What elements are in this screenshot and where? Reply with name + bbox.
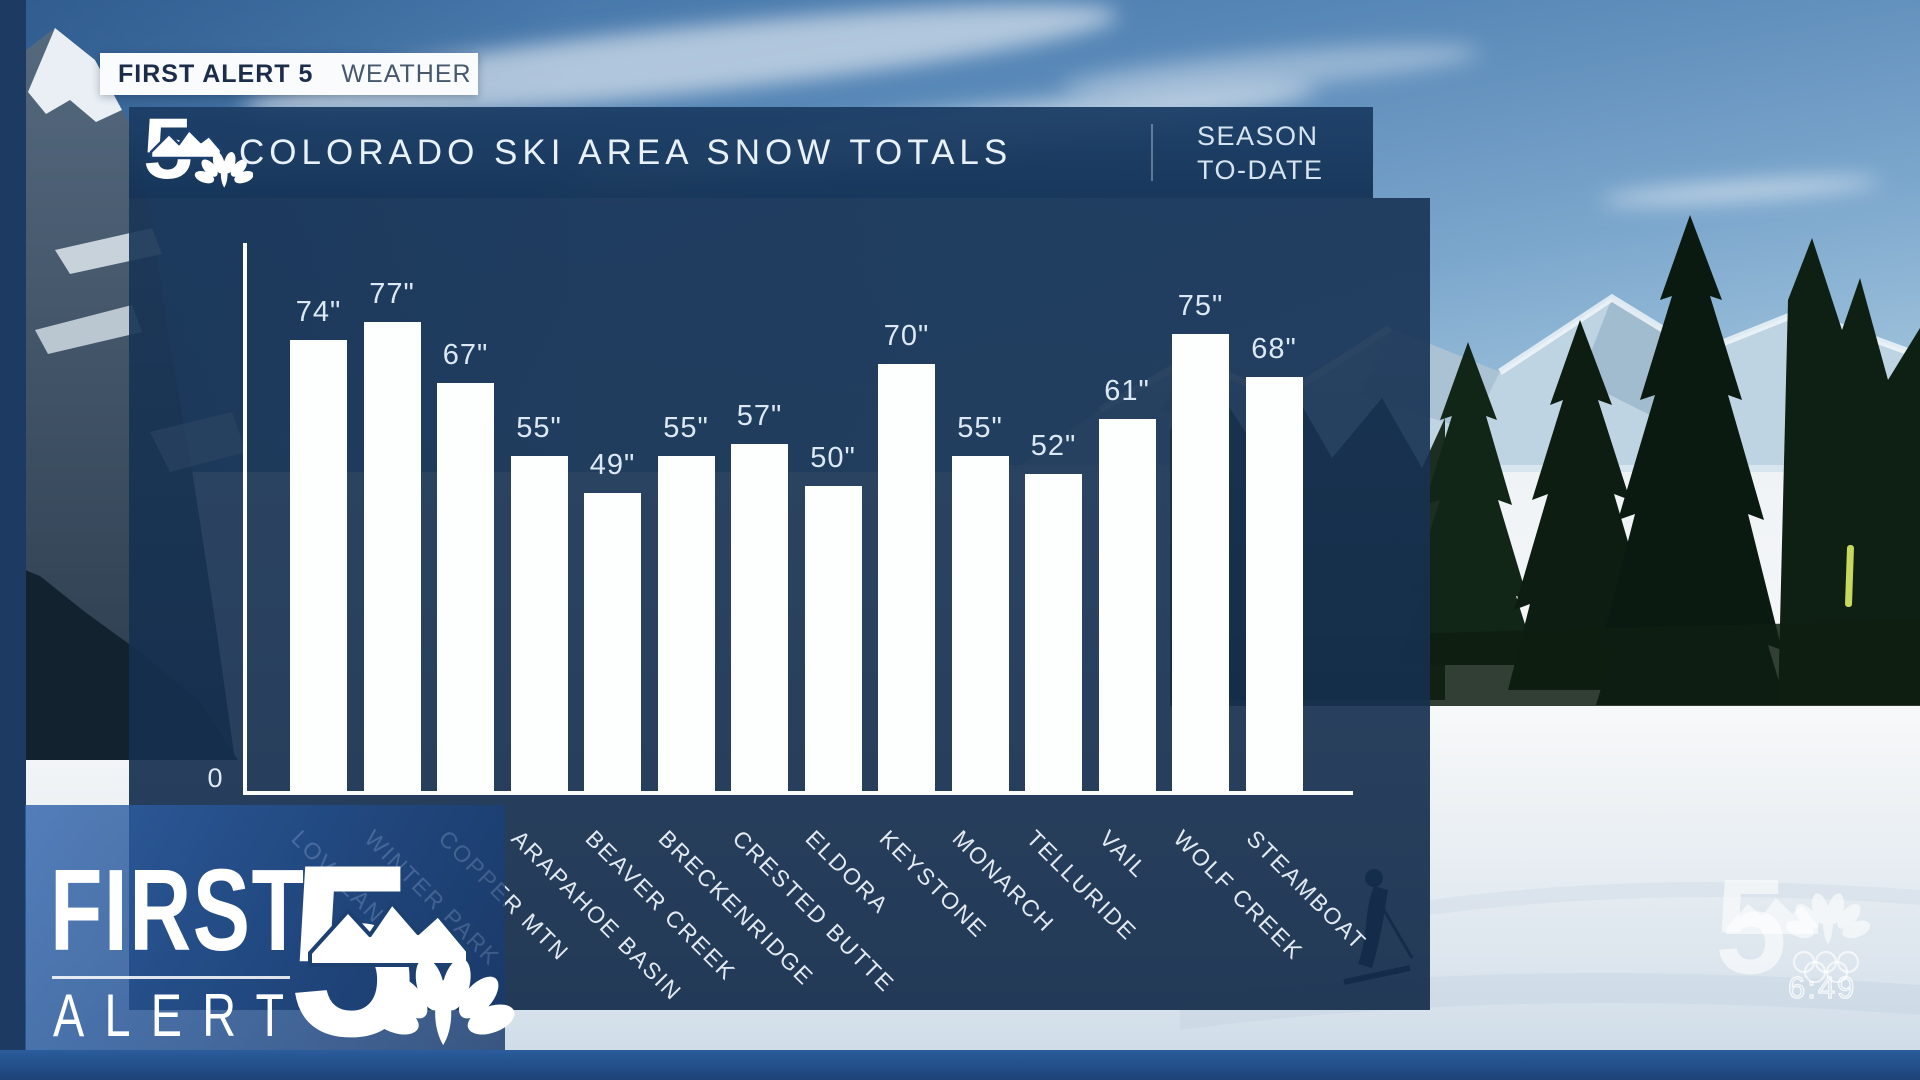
page-title: COLORADO SKI AREA SNOW TOTALS: [239, 132, 1013, 172]
bar-arapahoe-basin: [510, 456, 568, 792]
tag-line-1: SEASON: [1197, 120, 1319, 151]
bar-value-beaver-creek: 49": [589, 449, 636, 481]
bar-wolf-creek: [1172, 334, 1229, 792]
x-axis-line: [243, 791, 1353, 795]
bar-value-eldora: 50": [810, 442, 856, 474]
badge-brand: FIRST ALERT 5: [118, 59, 314, 88]
mountain-icon: [149, 128, 223, 160]
bar-beaver-creek: [584, 493, 641, 792]
bar-eldora: [804, 486, 862, 792]
bar-keystone: [878, 364, 935, 792]
bar-monarch: [951, 456, 1009, 792]
bar-value-telluride: 52": [1030, 430, 1077, 462]
first-alert-weather-badge: FIRST ALERT 5 WEATHER: [100, 53, 478, 95]
bar-value-monarch: 55": [957, 412, 1003, 444]
slope-pole: [1845, 545, 1854, 608]
bar-copper-mtn: [437, 383, 494, 792]
bar-steamboat: [1245, 377, 1303, 792]
bar-value-vail: 61": [1104, 375, 1150, 407]
header-divider: [1151, 124, 1153, 181]
y-axis-zero-tick: 0: [207, 763, 223, 793]
bar-value-breckenridge: 55": [663, 412, 709, 444]
bar-value-wolf-creek: 75": [1177, 290, 1224, 322]
bar-value-crested-butte: 57": [736, 400, 783, 432]
bar-vail: [1098, 419, 1156, 792]
bar-value-steamboat: 68": [1251, 333, 1297, 365]
station-watermark: 5 6:49: [1715, 870, 1873, 1005]
bar-breckenridge: [657, 456, 715, 792]
bar-telluride: [1025, 474, 1082, 792]
y-axis-line: [243, 243, 247, 795]
station-5-logo: 5: [143, 114, 253, 192]
bar-loveland: [290, 340, 347, 792]
bar-value-winter-park: 77": [369, 278, 415, 310]
lower-third-banner: [25, 805, 505, 1051]
bottom-bar: [0, 1050, 1920, 1080]
watermark-5-numeral: 5: [1715, 870, 1787, 1002]
bar-value-keystone: 70": [883, 320, 930, 352]
bar-crested-butte: [731, 444, 788, 792]
season-to-date-tag: SEASON TO-DATE: [1197, 119, 1324, 187]
bar-chart: 74" 77" 67" 55" 49" 55" 57" 50" 70" 55" 52" 61" 75" 6…: [243, 240, 1372, 1006]
bar-winter-park: [363, 322, 421, 792]
badge-section: WEATHER: [341, 59, 472, 88]
header-bar: 5 COLORADO SKI AREA SNOW TOTALS SEASON T…: [129, 107, 1373, 198]
bar-value-arapahoe-basin: 55": [516, 412, 562, 444]
bar-value-loveland: 74": [295, 296, 342, 328]
bar-value-copper-mtn: 67": [442, 339, 489, 371]
clock-time: 6:49: [1788, 970, 1856, 1005]
tag-line-2: TO-DATE: [1197, 154, 1324, 185]
olympic-rings-icon: [1792, 950, 1860, 984]
